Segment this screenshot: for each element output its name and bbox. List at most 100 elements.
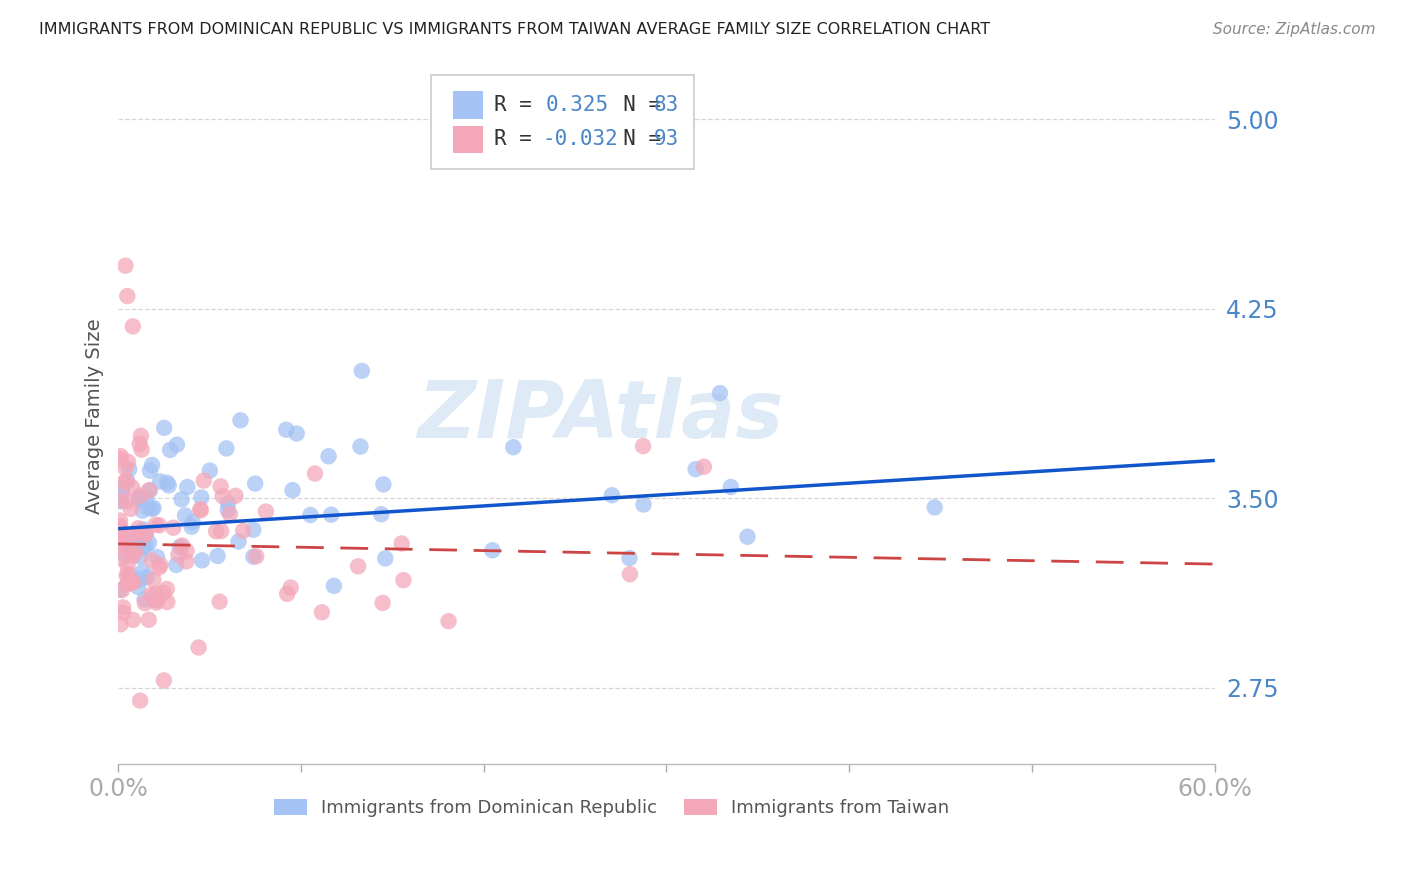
Point	[124, 540, 146, 554]
Point	[139, 464, 162, 478]
Point	[111, 483, 134, 498]
Point	[198, 464, 221, 478]
Point	[110, 494, 132, 508]
Point	[128, 491, 150, 506]
Point	[122, 541, 145, 556]
Point	[243, 476, 266, 491]
Point	[110, 487, 132, 501]
Point	[709, 386, 731, 401]
Point	[187, 640, 209, 655]
Legend: Immigrants from Dominican Republic, Immigrants from Taiwan: Immigrants from Dominican Republic, Immi…	[267, 791, 956, 824]
Point	[117, 558, 139, 573]
Point	[108, 525, 131, 540]
Point	[128, 491, 150, 506]
Point	[153, 421, 176, 435]
Point	[176, 480, 198, 494]
Point	[166, 438, 188, 452]
Point	[276, 587, 298, 601]
Point	[121, 533, 143, 547]
Point	[138, 535, 160, 549]
Point	[122, 541, 145, 555]
Text: N =: N =	[599, 95, 675, 115]
Point	[242, 523, 264, 537]
Point	[131, 565, 153, 579]
Point	[311, 605, 333, 619]
Point	[135, 526, 157, 541]
Point	[110, 551, 132, 566]
Point	[141, 501, 163, 516]
Point	[437, 614, 460, 628]
Point	[685, 462, 707, 476]
Point	[631, 439, 654, 453]
Point	[128, 437, 150, 451]
Point	[153, 673, 176, 688]
Text: -0.032: -0.032	[543, 129, 619, 150]
Point	[145, 587, 167, 601]
Point	[117, 289, 139, 303]
Point	[322, 579, 344, 593]
Point	[156, 475, 179, 490]
Y-axis label: Average Family Size: Average Family Size	[86, 318, 104, 514]
Point	[135, 491, 157, 505]
Point	[170, 492, 193, 507]
Point	[118, 533, 141, 547]
Point	[131, 442, 153, 457]
Point	[108, 539, 131, 553]
Point	[276, 423, 298, 437]
Point	[373, 477, 395, 491]
Point	[321, 508, 343, 522]
Point	[167, 548, 190, 562]
Point	[114, 548, 136, 562]
Point	[228, 534, 250, 549]
Point	[633, 498, 655, 512]
Text: Source: ZipAtlas.com: Source: ZipAtlas.com	[1212, 22, 1375, 37]
Point	[142, 573, 165, 587]
Point	[129, 549, 152, 564]
Point	[135, 526, 157, 541]
Point	[165, 558, 187, 572]
Point	[138, 613, 160, 627]
Point	[217, 503, 239, 517]
Point	[117, 566, 139, 581]
Point	[129, 489, 152, 503]
Point	[145, 596, 167, 610]
Point	[169, 540, 191, 554]
Point	[619, 567, 641, 582]
Point	[117, 577, 139, 591]
Point	[215, 442, 238, 456]
Point	[737, 530, 759, 544]
Point	[131, 504, 153, 518]
Point	[128, 573, 150, 587]
Point	[112, 606, 135, 620]
Point	[108, 514, 131, 528]
Point	[146, 549, 169, 564]
FancyBboxPatch shape	[453, 126, 484, 153]
Point	[117, 494, 139, 508]
Point	[111, 583, 134, 598]
Point	[142, 500, 165, 515]
Point	[110, 617, 132, 632]
Point	[281, 483, 304, 498]
Point	[502, 440, 524, 454]
Point	[304, 467, 326, 481]
Point	[391, 536, 413, 550]
Point	[136, 570, 159, 584]
Point	[121, 319, 143, 334]
Point	[138, 483, 160, 498]
Point	[217, 496, 239, 510]
Point	[159, 442, 181, 457]
Text: 0.325: 0.325	[546, 95, 609, 115]
Point	[350, 364, 373, 378]
Point	[129, 429, 152, 443]
Point	[280, 581, 302, 595]
Point	[132, 541, 155, 556]
Point	[134, 596, 156, 610]
Point	[162, 521, 184, 535]
Text: N =: N =	[599, 129, 675, 150]
Point	[208, 595, 231, 609]
Point	[190, 491, 212, 505]
Point	[299, 508, 322, 522]
Point	[121, 481, 143, 495]
Point	[108, 582, 131, 597]
Point	[122, 574, 145, 589]
